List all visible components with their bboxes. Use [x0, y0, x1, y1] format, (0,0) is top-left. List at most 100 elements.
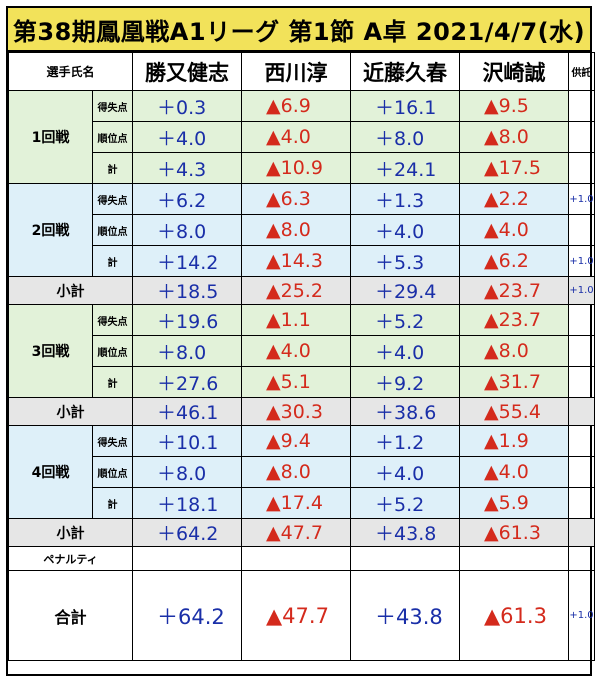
deposit-cell	[568, 518, 596, 547]
score-cell: ▲1.1	[241, 304, 352, 336]
rank-cell: ▲8.0	[459, 335, 570, 367]
round-3-label: 3回戦	[8, 304, 93, 398]
deposit-cell	[568, 335, 596, 367]
total-cell: ＋5.2	[350, 487, 461, 519]
total-label: 計	[91, 152, 134, 184]
round-3-rank-row: 順位点 ＋8.0 ▲4.0 ＋4.0 ▲8.0	[9, 335, 596, 367]
round-3-score-row: 3回戦 得失点 ＋19.6 ▲1.1 ＋5.2 ▲23.7	[8, 304, 596, 398]
total-label: 計	[91, 487, 134, 519]
penalty-cell	[241, 546, 352, 571]
round-2-label: 2回戦	[8, 183, 93, 277]
total-cell: ＋27.6	[132, 366, 243, 398]
round-4-rank-row: 順位点 ＋8.0 ▲8.0 ＋4.0 ▲4.0	[9, 456, 596, 488]
player-name-2: 西川淳	[241, 52, 352, 91]
deposit-cell: +1.0	[568, 570, 596, 661]
score-cell: ＋10.1	[132, 425, 243, 457]
subtotal-row: 小計 ＋64.2 ▲47.7 ＋43.8 ▲61.3	[7, 518, 596, 547]
rank-cell: ▲8.0	[459, 121, 570, 153]
subtotal-cell: ＋18.5	[132, 276, 243, 305]
score-label: 得失点	[91, 425, 134, 457]
deposit-cell	[568, 487, 596, 519]
rank-label: 順位点	[91, 121, 134, 153]
total-cell: ▲14.3	[241, 245, 352, 277]
score-cell: ＋6.2	[132, 183, 243, 215]
deposit-cell	[568, 90, 596, 122]
grand-total-cell: ▲61.3	[459, 570, 570, 661]
header-row: 選手氏名 勝又健志 西川淳 近藤久春 沢崎誠 供託	[7, 52, 596, 91]
player-name-3: 近藤久春	[350, 52, 461, 91]
round-4-label: 4回戦	[8, 425, 93, 519]
score-cell: ▲23.7	[459, 304, 570, 336]
scoresheet: 第38期鳳凰戦A1リーグ 第1節 A卓 2021/4/7(水) 選手氏名 勝又健…	[6, 6, 596, 676]
score-label: 得失点	[91, 183, 134, 215]
subtotal-row: 小計 ＋18.5 ▲25.2 ＋29.4 ▲23.7 +1.0	[7, 276, 596, 305]
round-2-score-row: 2回戦 得失点 ＋6.2 ▲6.3 ＋1.3 ▲2.2 +1.0	[8, 183, 596, 277]
deposit-cell	[568, 304, 596, 336]
penalty-row: ペナルティ	[7, 546, 596, 571]
subtotal-cell: ▲30.3	[241, 397, 352, 426]
round-4-score-row: 4回戦 得失点 ＋10.1 ▲9.4 ＋1.2 ▲1.9	[8, 425, 596, 519]
rank-label: 順位点	[91, 214, 134, 246]
total-cell: ▲6.2	[459, 245, 570, 277]
total-cell: ▲17.5	[459, 152, 570, 184]
score-cell: ▲2.2	[459, 183, 570, 215]
subtotal-label: 小計	[7, 276, 134, 305]
score-cell: ▲6.3	[241, 183, 352, 215]
grand-total-cell: ＋64.2	[132, 570, 243, 661]
rank-cell: ＋4.0	[350, 456, 461, 488]
subtotal-label: 小計	[7, 518, 134, 547]
deposit-cell	[568, 366, 596, 398]
total-cell: ▲10.9	[241, 152, 352, 184]
score-cell: ▲1.9	[459, 425, 570, 457]
rank-cell: ＋4.0	[350, 214, 461, 246]
total-cell: ＋4.3	[132, 152, 243, 184]
score-cell: ＋16.1	[350, 90, 461, 122]
deposit-cell	[568, 121, 596, 153]
score-label: 得失点	[91, 304, 134, 336]
deposit-cell	[568, 546, 596, 571]
penalty-cell	[350, 546, 461, 571]
player-name-4: 沢崎誠	[459, 52, 570, 91]
subtotal-cell: ＋29.4	[350, 276, 461, 305]
total-cell: ＋9.2	[350, 366, 461, 398]
rank-cell: ▲4.0	[241, 335, 352, 367]
subtotal-cell: ＋64.2	[132, 518, 243, 547]
grand-total-cell: ▲47.7	[241, 570, 352, 661]
total-cell: ▲5.1	[241, 366, 352, 398]
deposit-header: 供託	[568, 52, 596, 91]
subtotal-label: 小計	[7, 397, 134, 426]
total-label: 計	[91, 245, 134, 277]
total-cell: ▲17.4	[241, 487, 352, 519]
subtotal-cell: ＋43.8	[350, 518, 461, 547]
deposit-cell	[568, 214, 596, 246]
round-2-rank-row: 順位点 ＋8.0 ▲8.0 ＋4.0 ▲4.0	[9, 214, 596, 246]
subtotal-cell: ▲23.7	[459, 276, 570, 305]
grand-total-row: 合計 ＋64.2 ▲47.7 ＋43.8 ▲61.3 +1.0	[7, 570, 596, 661]
rank-cell: ＋8.0	[350, 121, 461, 153]
deposit-cell	[568, 397, 596, 426]
player-name-1: 勝又健志	[132, 52, 243, 91]
subtotal-cell: ▲55.4	[459, 397, 570, 426]
total-cell: ▲5.9	[459, 487, 570, 519]
player-name-header: 選手氏名	[7, 52, 134, 91]
subtotal-cell: ＋46.1	[132, 397, 243, 426]
rank-cell: ▲8.0	[241, 456, 352, 488]
score-table: 選手氏名 勝又健志 西川淳 近藤久春 沢崎誠 供託 1回戦 得失点 ＋0.3 ▲…	[7, 52, 596, 661]
round-4-total-row: 計 ＋18.1 ▲17.4 ＋5.2 ▲5.9	[9, 487, 596, 519]
rank-cell: ▲4.0	[459, 214, 570, 246]
rank-cell: ＋4.0	[132, 121, 243, 153]
rank-label: 順位点	[91, 335, 134, 367]
score-label: 得失点	[91, 90, 134, 122]
grand-total-label: 合計	[7, 570, 134, 661]
rank-cell: ▲8.0	[241, 214, 352, 246]
total-cell: ＋18.1	[132, 487, 243, 519]
total-cell: ＋14.2	[132, 245, 243, 277]
score-cell: ▲9.5	[459, 90, 570, 122]
rank-cell: ＋8.0	[132, 214, 243, 246]
rank-cell: ＋4.0	[350, 335, 461, 367]
rank-cell: ＋8.0	[132, 456, 243, 488]
rank-cell: ▲4.0	[241, 121, 352, 153]
round-2-total-row: 計 ＋14.2 ▲14.3 ＋5.3 ▲6.2 +1.0	[9, 245, 596, 277]
penalty-label: ペナルティ	[7, 546, 134, 571]
rank-label: 順位点	[91, 456, 134, 488]
